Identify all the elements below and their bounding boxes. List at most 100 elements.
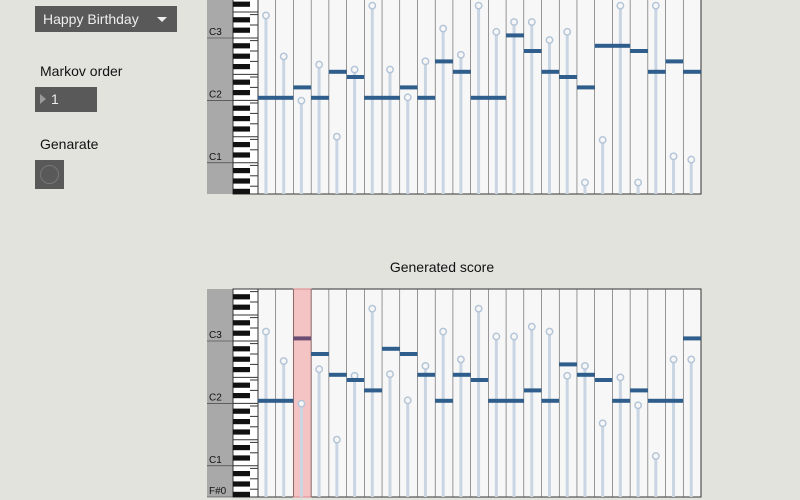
- note: [382, 346, 400, 351]
- velocity: [563, 27, 572, 36]
- pitch-label: C2: [209, 89, 222, 100]
- pitch-label: C3: [209, 27, 222, 38]
- velocity: [527, 18, 536, 26]
- note: [594, 378, 613, 382]
- velocity: [297, 96, 306, 105]
- note: [328, 69, 347, 74]
- pitch-label: C1: [209, 455, 222, 466]
- pitch-label: F#0: [209, 486, 227, 497]
- velocity: [634, 401, 643, 410]
- note: [612, 398, 631, 403]
- black-key: [233, 1, 250, 7]
- generate-button[interactable]: [35, 160, 64, 189]
- note: [328, 372, 347, 377]
- velocity: [368, 1, 377, 10]
- note: [683, 336, 701, 341]
- note: [559, 362, 577, 367]
- markov-number[interactable]: 1: [35, 87, 97, 112]
- black-key: [233, 79, 250, 85]
- velocity: [474, 304, 483, 313]
- velocity: [439, 327, 448, 336]
- black-key: [233, 17, 250, 23]
- velocity: [315, 60, 324, 69]
- velocity: [598, 419, 607, 428]
- note: [293, 336, 312, 341]
- note: [647, 69, 666, 74]
- note: [523, 49, 542, 53]
- markov-label: Markov order: [40, 63, 123, 79]
- black-key: [233, 53, 250, 59]
- velocity: [279, 52, 288, 61]
- note: [523, 388, 542, 393]
- generate-label: Genarate: [40, 136, 99, 152]
- velocity: [527, 322, 536, 331]
- velocity: [262, 327, 270, 336]
- note: [647, 398, 684, 403]
- note: [258, 95, 294, 100]
- black-key: [233, 27, 250, 33]
- black-key: [233, 64, 250, 70]
- black-key: [233, 491, 250, 497]
- velocity: [669, 152, 678, 161]
- velocity: [545, 327, 554, 336]
- velocity: [598, 136, 607, 144]
- note: [665, 59, 684, 64]
- note: [293, 85, 312, 90]
- black-key: [233, 116, 250, 122]
- black-key: [233, 168, 250, 174]
- note: [364, 95, 400, 100]
- velocity: [669, 355, 678, 364]
- black-key: [233, 445, 250, 451]
- black-key: [233, 481, 250, 487]
- pitch-label: C1: [209, 152, 222, 163]
- black-key: [233, 90, 250, 96]
- velocity: [616, 1, 625, 10]
- black-key: [233, 330, 250, 336]
- black-key: [233, 429, 250, 435]
- label-strip: [207, 0, 233, 194]
- velocity: [332, 132, 341, 141]
- velocity: [279, 357, 288, 366]
- note: [488, 398, 524, 403]
- velocity: [634, 178, 643, 187]
- note: [435, 59, 453, 64]
- black-key: [233, 408, 250, 414]
- black-key: [233, 346, 250, 352]
- velocity: [403, 93, 412, 102]
- black-key: [233, 142, 250, 148]
- note: [417, 372, 436, 377]
- note: [559, 75, 577, 79]
- note: [452, 69, 471, 74]
- velocity: [456, 50, 465, 59]
- note: [311, 352, 329, 356]
- velocity: [687, 155, 696, 164]
- note: [452, 372, 471, 377]
- black-key: [233, 455, 250, 461]
- note: [576, 372, 595, 377]
- black-key: [233, 393, 250, 399]
- velocity: [651, 452, 660, 461]
- black-key: [233, 43, 250, 49]
- velocity: [315, 365, 324, 374]
- note: [541, 69, 560, 74]
- note: [435, 398, 453, 403]
- note: [630, 49, 648, 53]
- velocity: [474, 1, 483, 10]
- note: [470, 378, 489, 382]
- black-key: [233, 152, 250, 158]
- velocity: [403, 396, 412, 405]
- note: [594, 43, 631, 48]
- note: [541, 398, 560, 403]
- song-dropdown[interactable]: Happy Birthday: [35, 6, 177, 32]
- black-key: [233, 356, 250, 362]
- velocity: [368, 304, 377, 313]
- velocity: [386, 370, 394, 379]
- black-key: [233, 419, 250, 425]
- velocity: [492, 27, 501, 36]
- velocity: [492, 332, 501, 341]
- note: [346, 75, 365, 79]
- velocity: [580, 178, 589, 187]
- pitch-label: C2: [209, 392, 222, 403]
- velocity: [510, 332, 519, 341]
